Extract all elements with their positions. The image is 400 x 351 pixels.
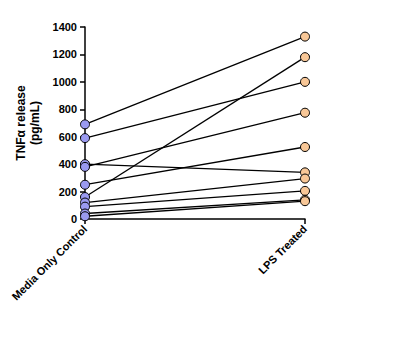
- svg-text:0: 0: [71, 213, 77, 225]
- svg-text:1400: 1400: [53, 21, 77, 33]
- svg-text:(pg/mL): (pg/mL): [28, 101, 42, 145]
- svg-text:LPS Treated: LPS Treated: [256, 223, 309, 276]
- svg-text:800: 800: [59, 103, 77, 115]
- svg-text:Media Only Control: Media Only Control: [10, 223, 90, 303]
- svg-text:1000: 1000: [53, 76, 77, 88]
- svg-text:600: 600: [59, 131, 77, 143]
- svg-text:TNFα release: TNFα release: [14, 85, 28, 161]
- svg-text:1200: 1200: [53, 48, 77, 60]
- svg-text:200: 200: [59, 186, 77, 198]
- svg-text:400: 400: [59, 158, 77, 170]
